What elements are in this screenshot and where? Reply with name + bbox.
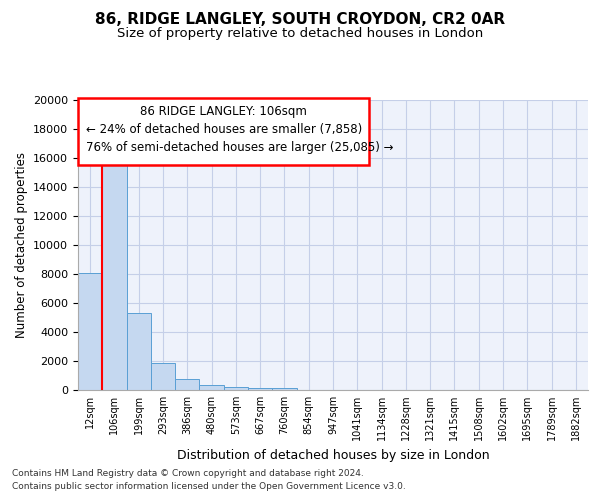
Bar: [127, 313, 151, 390]
Text: 86, RIDGE LANGLEY, SOUTH CROYDON, CR2 0AR: 86, RIDGE LANGLEY, SOUTH CROYDON, CR2 0A…: [95, 12, 505, 28]
Bar: [151, 363, 175, 390]
Bar: [248, 388, 272, 390]
Bar: [102, 150, 127, 390]
Text: 86 RIDGE LANGLEY: 106sqm: 86 RIDGE LANGLEY: 106sqm: [140, 105, 307, 118]
Bar: [78, 272, 102, 390]
Text: Contains public sector information licensed under the Open Government Licence v3: Contains public sector information licen…: [12, 482, 406, 491]
Text: 76% of semi-detached houses are larger (25,085) →: 76% of semi-detached houses are larger (…: [86, 141, 394, 154]
Text: ← 24% of detached houses are smaller (7,858): ← 24% of detached houses are smaller (7,…: [86, 122, 362, 136]
Bar: [199, 386, 224, 390]
Text: Contains HM Land Registry data © Crown copyright and database right 2024.: Contains HM Land Registry data © Crown c…: [12, 468, 364, 477]
Bar: [272, 388, 296, 390]
Text: Size of property relative to detached houses in London: Size of property relative to detached ho…: [117, 28, 483, 40]
Bar: [175, 378, 199, 390]
X-axis label: Distribution of detached houses by size in London: Distribution of detached houses by size …: [176, 448, 490, 462]
Bar: [224, 387, 248, 390]
Y-axis label: Number of detached properties: Number of detached properties: [14, 152, 28, 338]
